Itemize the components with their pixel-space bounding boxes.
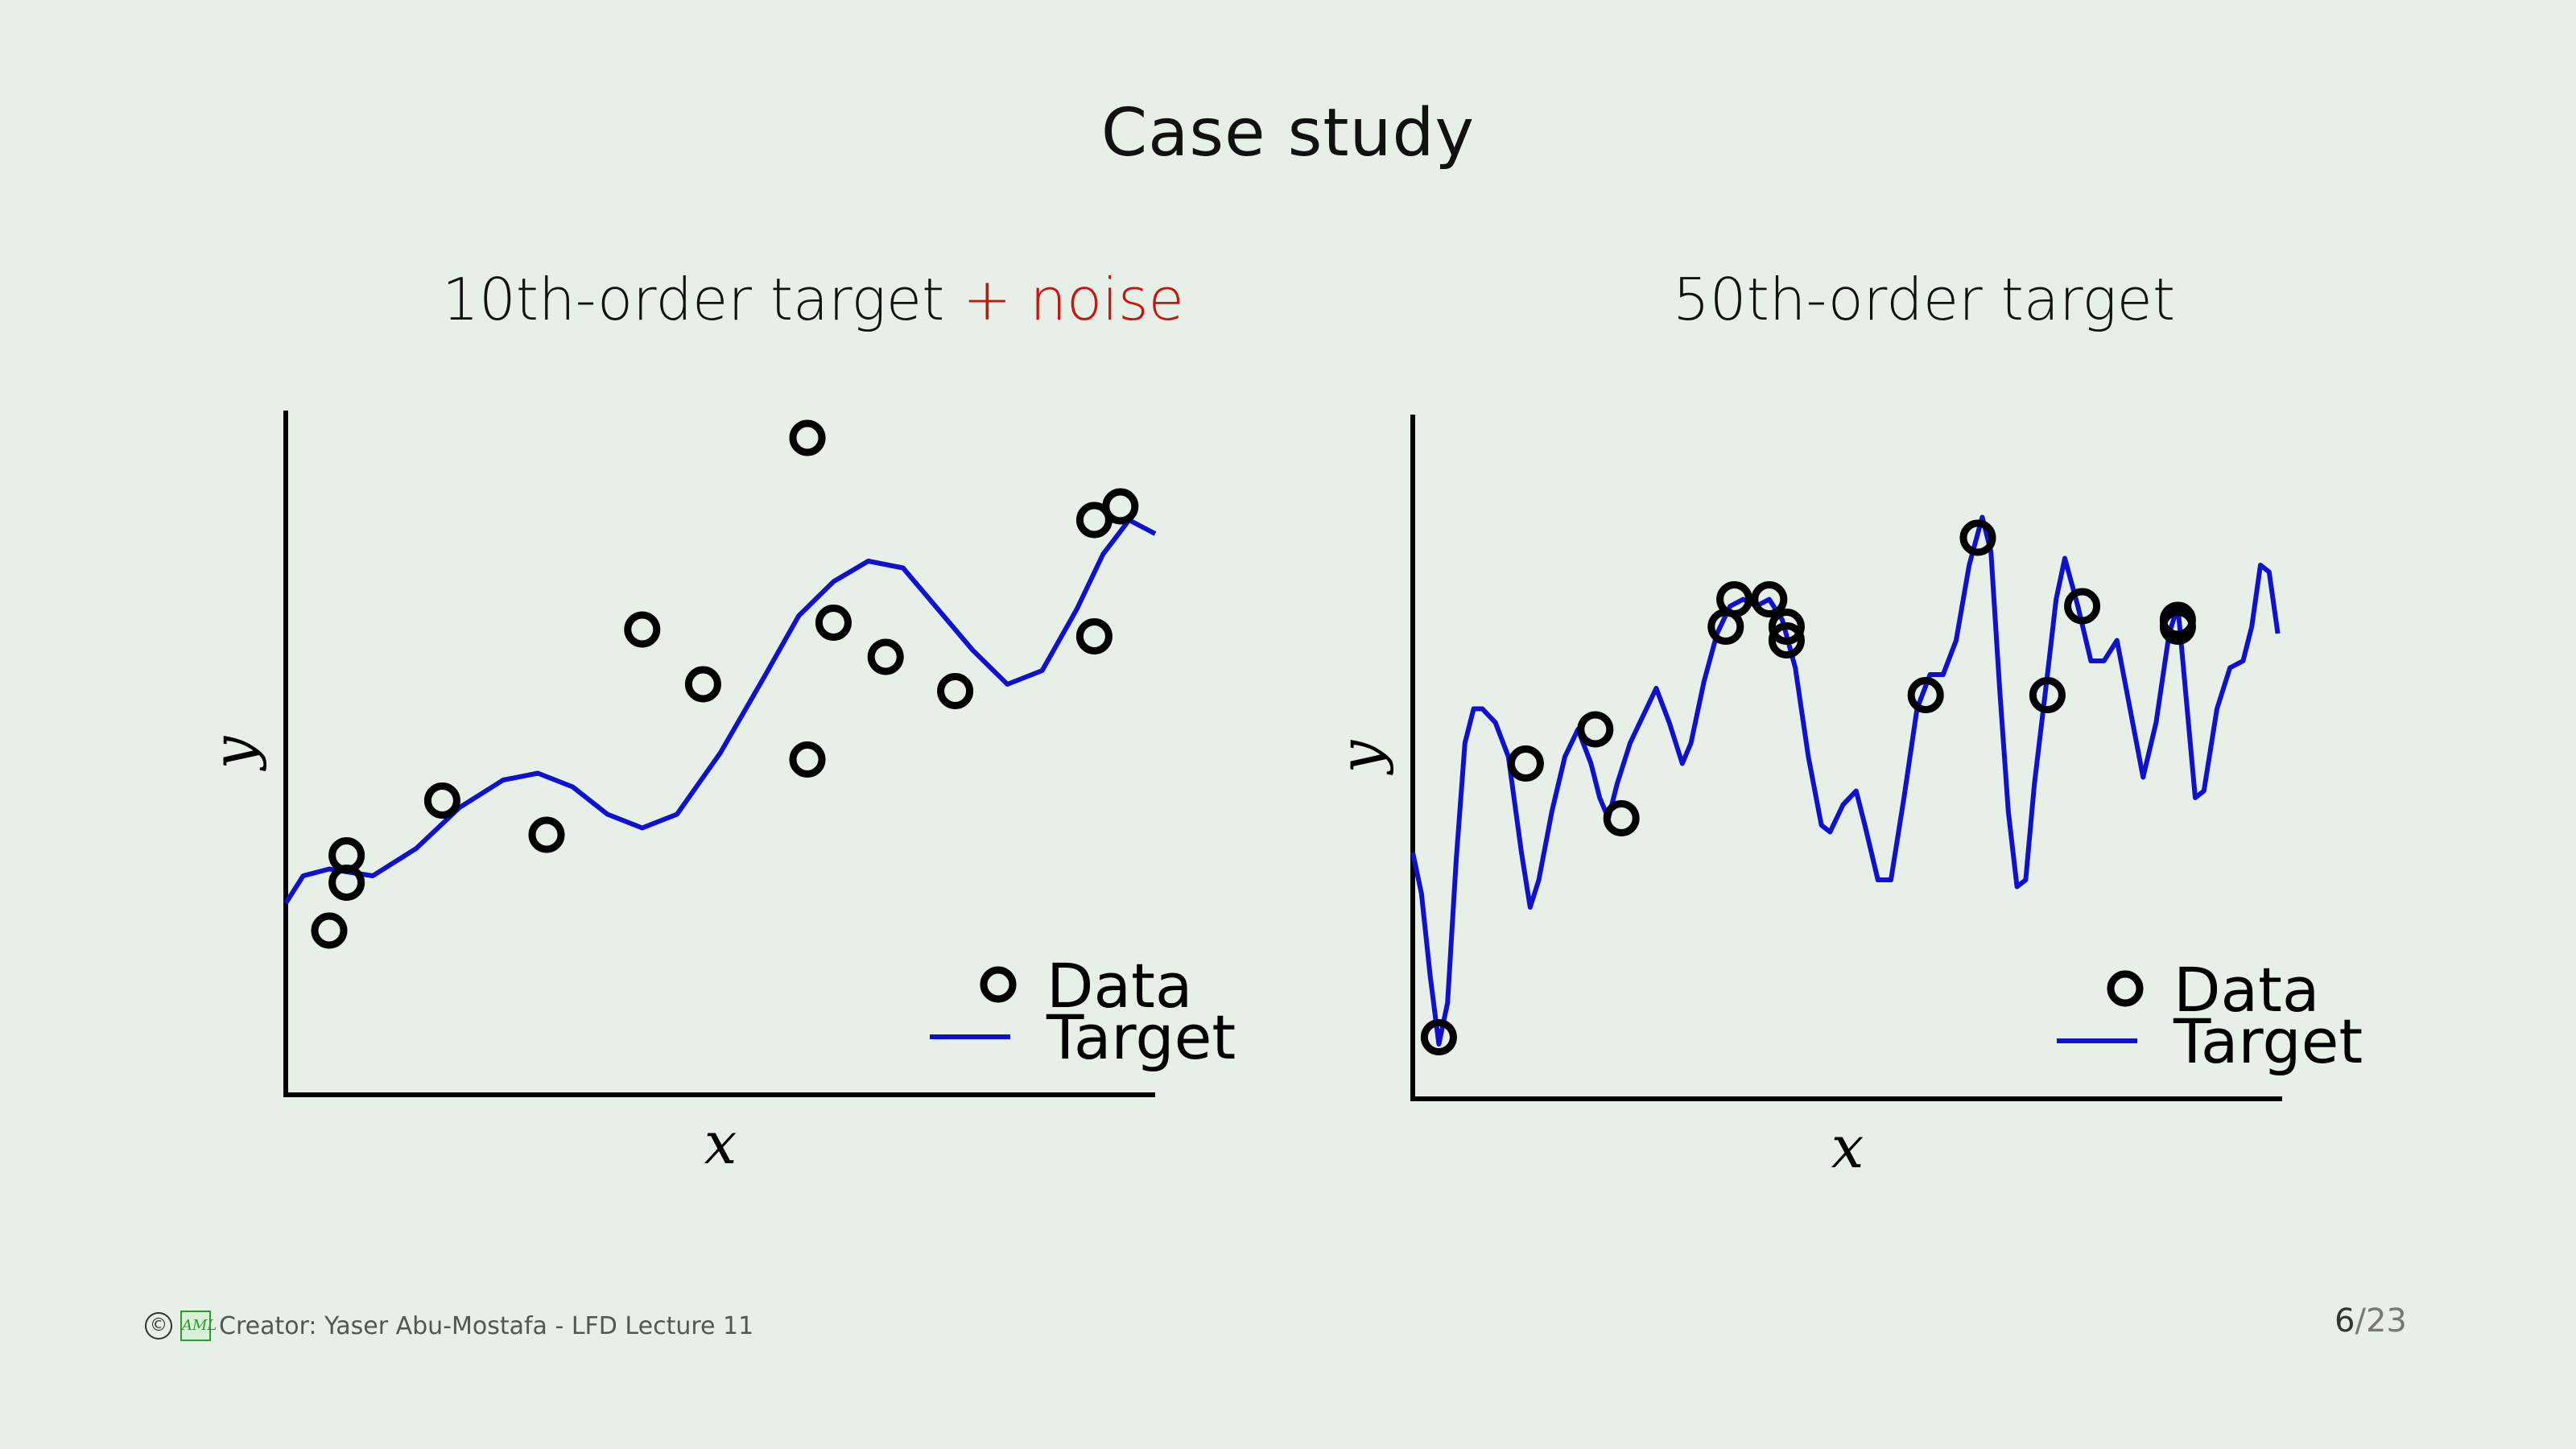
right-data-point-12 <box>2064 588 2101 625</box>
left-data-point-7 <box>789 741 826 778</box>
left-x-axis-label: x <box>704 1109 737 1177</box>
left-data-point-0 <box>311 912 348 949</box>
left-legend-data-label: Data <box>1046 950 1192 1022</box>
footer-creator-text: Creator: Yaser Abu-Mostafa - LFD Lecture… <box>219 1311 754 1340</box>
slide-title: Case study <box>1100 95 1476 171</box>
right-data-point-11 <box>2029 677 2066 713</box>
left-data-point-6 <box>684 666 721 703</box>
right-data-point-10 <box>1959 519 1996 556</box>
right-data-point-3 <box>1603 800 1640 836</box>
right-target-line <box>1410 514 2281 1046</box>
right-data-point-5 <box>1716 581 1753 617</box>
right-chart-title: 50th-order target <box>1672 266 2176 333</box>
page-number: 6/23 <box>2334 1302 2407 1340</box>
left-chart-title: 10th-order target + noise <box>306 266 1320 338</box>
copyright-icon: © <box>145 1312 172 1340</box>
left-data-point-14 <box>1102 488 1139 525</box>
left-legend-data-marker <box>980 966 1017 1003</box>
right-legend-target-label: Target <box>2173 1005 2363 1077</box>
left-data-point-4 <box>528 816 565 853</box>
right-data-point-1 <box>1507 745 1544 782</box>
right-y-axis-label: y <box>1327 739 1394 775</box>
left-data-point-2 <box>328 865 365 901</box>
left-data-point-13 <box>1075 618 1113 654</box>
page-current: 6 <box>2334 1302 2355 1340</box>
right-data-point-8 <box>1768 622 1805 658</box>
left-data-point-5 <box>624 611 661 648</box>
left-chart-title-main: 10th-order target <box>442 266 945 333</box>
left-target-line <box>283 518 1157 905</box>
left-chart-title-noise: + noise <box>963 266 1184 333</box>
left-data-point-8 <box>789 419 826 456</box>
left-legend-target-label: Target <box>1046 1001 1236 1073</box>
right-legend-data-label: Data <box>2174 954 2319 1026</box>
right-legend-data-marker <box>2107 970 2144 1007</box>
page-total: 23 <box>2365 1302 2407 1340</box>
left-data-point-9 <box>815 605 852 641</box>
right-data-point-2 <box>1577 711 1614 748</box>
lfd-logo: AML <box>180 1311 217 1341</box>
left-data-point-10 <box>867 638 904 675</box>
right-data-point-14 <box>2159 609 2196 645</box>
left-data-point-3 <box>423 782 460 819</box>
right-data-point-7 <box>1768 609 1805 645</box>
left-y-axis-label: y <box>200 735 267 771</box>
right-data-point-0 <box>1420 1019 1457 1055</box>
right-data-point-6 <box>1751 581 1788 617</box>
footer: © AML Creator: Yaser Abu-Mostafa - LFD L… <box>145 1311 753 1341</box>
right-data-point-9 <box>1907 677 1944 713</box>
page-separator: / <box>2355 1302 2366 1340</box>
right-x-axis-label: x <box>1831 1113 1864 1181</box>
left-data-point-11 <box>937 673 974 709</box>
